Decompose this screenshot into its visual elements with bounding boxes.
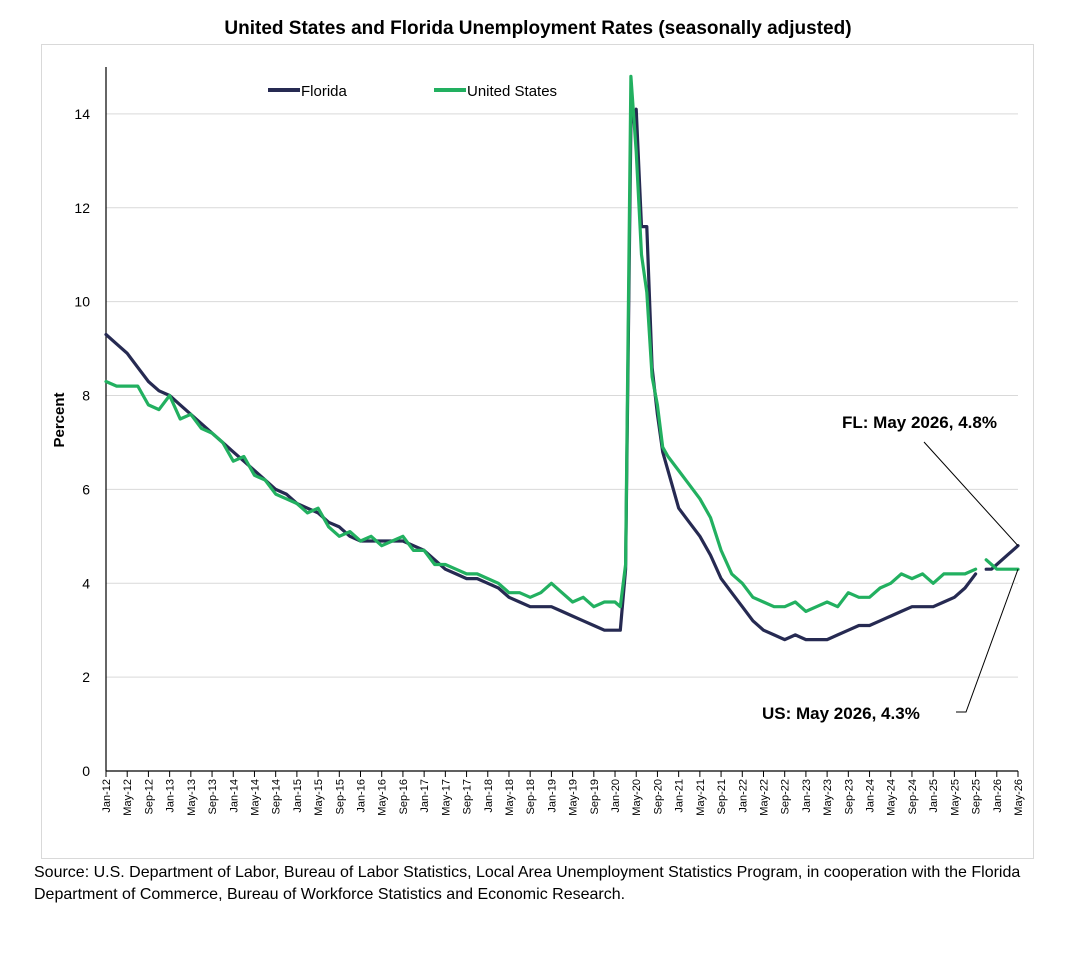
x-tick-label: Sep-13	[207, 779, 219, 814]
x-tick-label: Jan-25	[928, 779, 940, 813]
x-tick-label: May-16	[377, 779, 389, 816]
x-tick-label: Sep-20	[652, 779, 664, 814]
x-tick-label: Sep-19	[589, 779, 601, 814]
series-line-florida	[104, 107, 978, 642]
x-tick-label: May-23	[822, 779, 834, 816]
y-tick-label: 10	[74, 294, 90, 310]
x-tick-label: May-25	[949, 779, 961, 816]
series-lines	[104, 74, 1020, 642]
leader-line-florida	[923, 441, 1019, 547]
x-tick-label: May-20	[631, 779, 643, 816]
annotation-florida: FL: May 2026, 4.8%	[842, 413, 997, 432]
x-tick-label: Jan-12	[101, 779, 113, 813]
x-tick-label: Sep-17	[462, 779, 474, 814]
x-tick-label: Jan-21	[674, 779, 686, 813]
y-tick-label: 6	[82, 481, 90, 497]
x-tick-label: May-21	[695, 779, 707, 816]
x-tick-label: Jan-20	[610, 779, 622, 813]
x-tick-label: Jan-13	[165, 779, 177, 813]
x-tick-label: May-13	[186, 779, 198, 816]
annotations: FL: May 2026, 4.8% US: May 2026, 4.3%	[762, 413, 1019, 723]
x-tick-label: Jan-14	[228, 779, 240, 813]
x-tick-label: May-19	[568, 779, 580, 816]
x-tick-label: Sep-23	[843, 779, 855, 814]
axes	[105, 67, 1019, 777]
x-tick-label: May-14	[249, 779, 261, 816]
x-tick-label: Sep-14	[271, 779, 283, 814]
x-tick-label: Sep-18	[525, 779, 537, 814]
source-note: Source: U.S. Department of Labor, Bureau…	[34, 864, 1021, 903]
y-tick-label: 0	[82, 763, 90, 779]
x-tick-label: Jan-17	[419, 779, 431, 813]
x-tick-label: May-18	[504, 779, 516, 816]
legend: Florida United States	[268, 83, 557, 100]
grid-lines	[106, 113, 1018, 678]
legend-label-united-states: United States	[467, 83, 557, 100]
x-tick-label: Jan-19	[546, 779, 558, 813]
x-tick-label: Sep-25	[971, 779, 983, 814]
y-tick-label: 12	[74, 200, 90, 216]
y-tick-label: 14	[74, 106, 90, 122]
x-tick-label: Jan-24	[865, 779, 877, 813]
x-tick-labels: Jan-12 May-12 Sep-12 Jan-13 May-13 Sep-13 Jan-…	[101, 779, 1025, 816]
series-line-united-states	[984, 558, 1020, 571]
x-tick-label: Sep-16	[398, 779, 410, 814]
x-tick-label: May-24	[886, 779, 898, 816]
chart-title: United States and Florida Unemployment R…	[224, 18, 852, 39]
y-tick-label: 2	[82, 669, 90, 685]
x-tick-label: Sep-24	[907, 779, 919, 814]
y-tick-label: 4	[82, 575, 90, 591]
x-tick-label: Sep-21	[716, 779, 728, 814]
y-tick-labels: 0 2 4 6 8 10 12 14	[74, 106, 90, 779]
x-tick-label: Sep-22	[780, 779, 792, 814]
y-tick-label: 8	[82, 388, 90, 404]
x-tick-label: Jan-23	[801, 779, 813, 813]
x-tick-label: May-15	[313, 779, 325, 816]
chart-frame	[41, 44, 1034, 859]
legend-label-florida: Florida	[301, 83, 348, 100]
series-line-united-states	[104, 74, 978, 614]
x-tick-label: Jan-26	[992, 779, 1004, 813]
annotation-us: US: May 2026, 4.3%	[762, 704, 920, 723]
x-tick-label: Sep-12	[143, 779, 155, 814]
series-line-florida	[984, 544, 1020, 571]
x-tick-label: May-12	[122, 779, 134, 816]
x-tick-label: Sep-15	[334, 779, 346, 814]
x-tick-label: Jan-15	[292, 779, 304, 813]
x-tick-label: Jan-16	[356, 779, 368, 813]
y-axis-label: Percent	[51, 392, 68, 447]
x-tick-label: May-17	[440, 779, 452, 816]
x-tick-label: May-22	[758, 779, 770, 816]
x-tick-label: May-26	[1013, 779, 1025, 816]
leader-line-us	[956, 569, 1019, 713]
x-tick-label: Jan-18	[483, 779, 495, 813]
x-tick-label: Jan-22	[737, 779, 749, 813]
